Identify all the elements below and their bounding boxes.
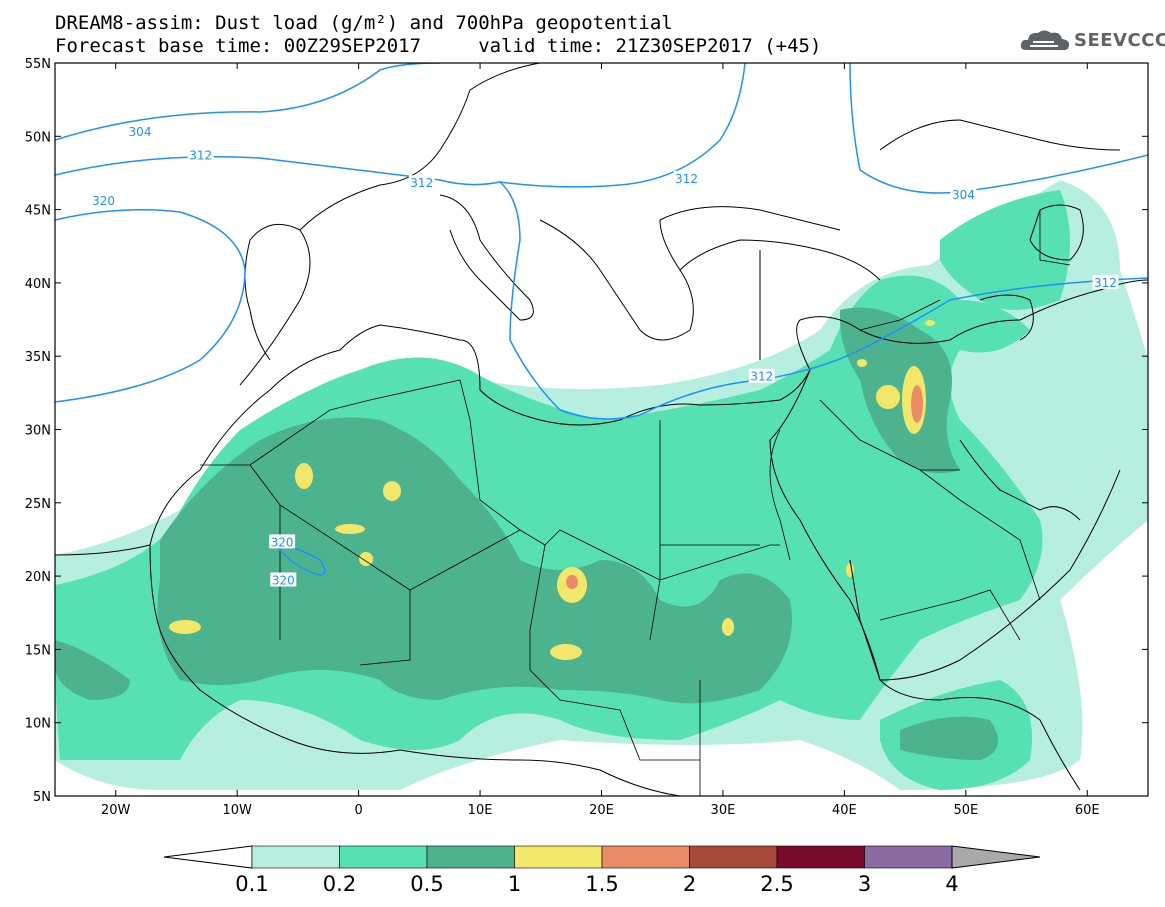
lon-tick-label: 10E (468, 803, 493, 818)
lat-tick-label: 30N (25, 424, 51, 439)
colorbar-label: 0.2 (323, 872, 356, 896)
contour-label-bg (950, 186, 977, 201)
contour-label: 304 (952, 188, 975, 202)
lat-tick-label: 35N (25, 350, 51, 365)
colorbar: 0.1 0.2 0.5 1 1.5 2 2.5 3 4 (163, 845, 1041, 896)
colorbar-label: 2.5 (760, 872, 793, 896)
colorbar-label: 1 (508, 872, 521, 896)
lon-tick-label: 20W (101, 803, 131, 818)
colorbar-segment (251, 845, 340, 869)
contour-label: 312 (750, 370, 773, 384)
contour-label-bg (748, 368, 775, 383)
colorbar-segment (689, 845, 778, 869)
contour-label-bg (127, 123, 154, 138)
contour-label-bg (673, 170, 700, 185)
lon-tick-label: 0 (354, 803, 362, 818)
contour-label: 320 (92, 194, 115, 208)
lat-tick-label: 25N (25, 497, 51, 512)
lat-tick-label: 50N (25, 130, 51, 145)
colorbar-label: 2 (683, 872, 696, 896)
lon-tick-label: 40E (832, 803, 857, 818)
colorbar-label: 1.5 (585, 872, 618, 896)
dust-level-1.5 (566, 385, 923, 589)
contour-label-bg (1092, 274, 1119, 289)
lat-tick-label: 45N (25, 204, 51, 219)
contour-label: 312 (410, 176, 433, 190)
contour-labels: 304 312 320 312 312 312 304 312 320 320 (90, 123, 1119, 587)
contour-label-bg (187, 147, 214, 162)
contour-label: 312 (189, 148, 212, 162)
contour-label: 304 (129, 125, 152, 139)
lat-tick-label: 55N (25, 57, 51, 72)
dust-level-0.5 (55, 307, 998, 760)
lat-tick-label: 10N (25, 717, 51, 732)
contour-label-bg (408, 175, 435, 190)
colorbar-segment (514, 845, 603, 869)
colorbar-segment (864, 845, 953, 869)
contour-label-bg (269, 534, 296, 549)
longitude-ticks: 20W 10W 0 10E 20E 30E 40E 50E 60E (101, 63, 1100, 818)
latitude-ticks: 5N 10N 15N 20N 25N 30N 35N 40N 45N 50N 55N (25, 57, 1148, 805)
contour-label: 320 (271, 535, 294, 549)
contour-label: 312 (675, 172, 698, 186)
colorbar-segment (426, 845, 515, 869)
colorbar-segment (776, 845, 865, 869)
lon-tick-label: 60E (1075, 803, 1100, 818)
colorbar-label: 0.5 (410, 872, 443, 896)
lat-tick-label: 5N (33, 790, 51, 805)
colorbar-segment (601, 845, 690, 869)
lat-tick-label: 20N (25, 570, 51, 585)
contour-label-bg (270, 572, 297, 587)
lon-tick-label: 50E (953, 803, 978, 818)
lon-tick-label: 20E (589, 803, 614, 818)
cloud-logo-icon (1020, 30, 1070, 51)
colorbar-label: 4 (945, 872, 958, 896)
lat-tick-label: 15N (25, 643, 51, 658)
lon-tick-label: 30E (711, 803, 736, 818)
coastlines (55, 63, 1148, 796)
colorbar-label: 0.1 (235, 872, 268, 896)
geopotential-contours (55, 63, 1148, 576)
contour-label: 320 (272, 573, 295, 587)
logo-text: SEEVCCC (1074, 30, 1165, 51)
colorbar-label: 3 (858, 872, 871, 896)
chart-title: DREAM8-assim: Dust load (g/m²) and 700hP… (55, 12, 673, 34)
chart-subtitle: Forecast base time: 00Z29SEP2017 valid t… (55, 35, 822, 57)
lat-tick-label: 40N (25, 277, 51, 292)
contour-label: 312 (1094, 276, 1117, 290)
colorbar-below-arrow (163, 845, 253, 869)
colorbar-above-arrow (951, 845, 1041, 869)
seevccc-logo: SEEVCCC (1018, 26, 1165, 56)
contour-label-bg (90, 192, 117, 207)
dust-field (55, 180, 1148, 790)
lon-tick-label: 10W (222, 803, 252, 818)
colorbar-segment (339, 845, 428, 869)
